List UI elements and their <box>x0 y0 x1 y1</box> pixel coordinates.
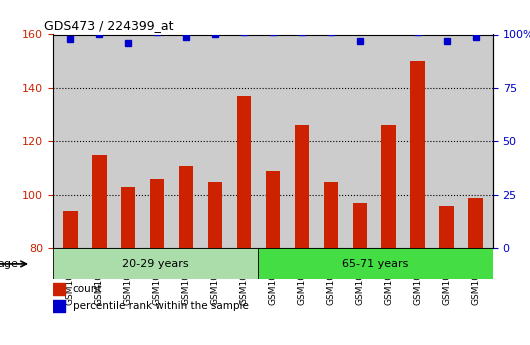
Bar <box>237 96 251 248</box>
Bar <box>121 187 136 248</box>
Bar <box>324 181 338 248</box>
Bar <box>258 248 493 279</box>
Bar <box>352 203 367 248</box>
Bar <box>150 179 164 248</box>
Bar <box>179 166 193 248</box>
Bar <box>439 206 454 248</box>
Bar <box>92 155 107 248</box>
Bar <box>266 171 280 248</box>
Text: GDS473 / 224399_at: GDS473 / 224399_at <box>44 19 174 32</box>
Bar <box>410 61 425 248</box>
Text: 20-29 years: 20-29 years <box>122 259 189 269</box>
Bar <box>53 248 258 279</box>
Text: age: age <box>0 259 18 269</box>
Bar <box>53 283 65 295</box>
Text: count: count <box>73 284 102 294</box>
Text: percentile rank within the sample: percentile rank within the sample <box>73 301 249 311</box>
Bar <box>63 211 77 248</box>
Bar <box>53 300 65 312</box>
Bar <box>469 198 483 248</box>
Text: 65-71 years: 65-71 years <box>342 259 409 269</box>
Bar <box>208 181 222 248</box>
Bar <box>382 125 396 248</box>
Bar <box>295 125 309 248</box>
